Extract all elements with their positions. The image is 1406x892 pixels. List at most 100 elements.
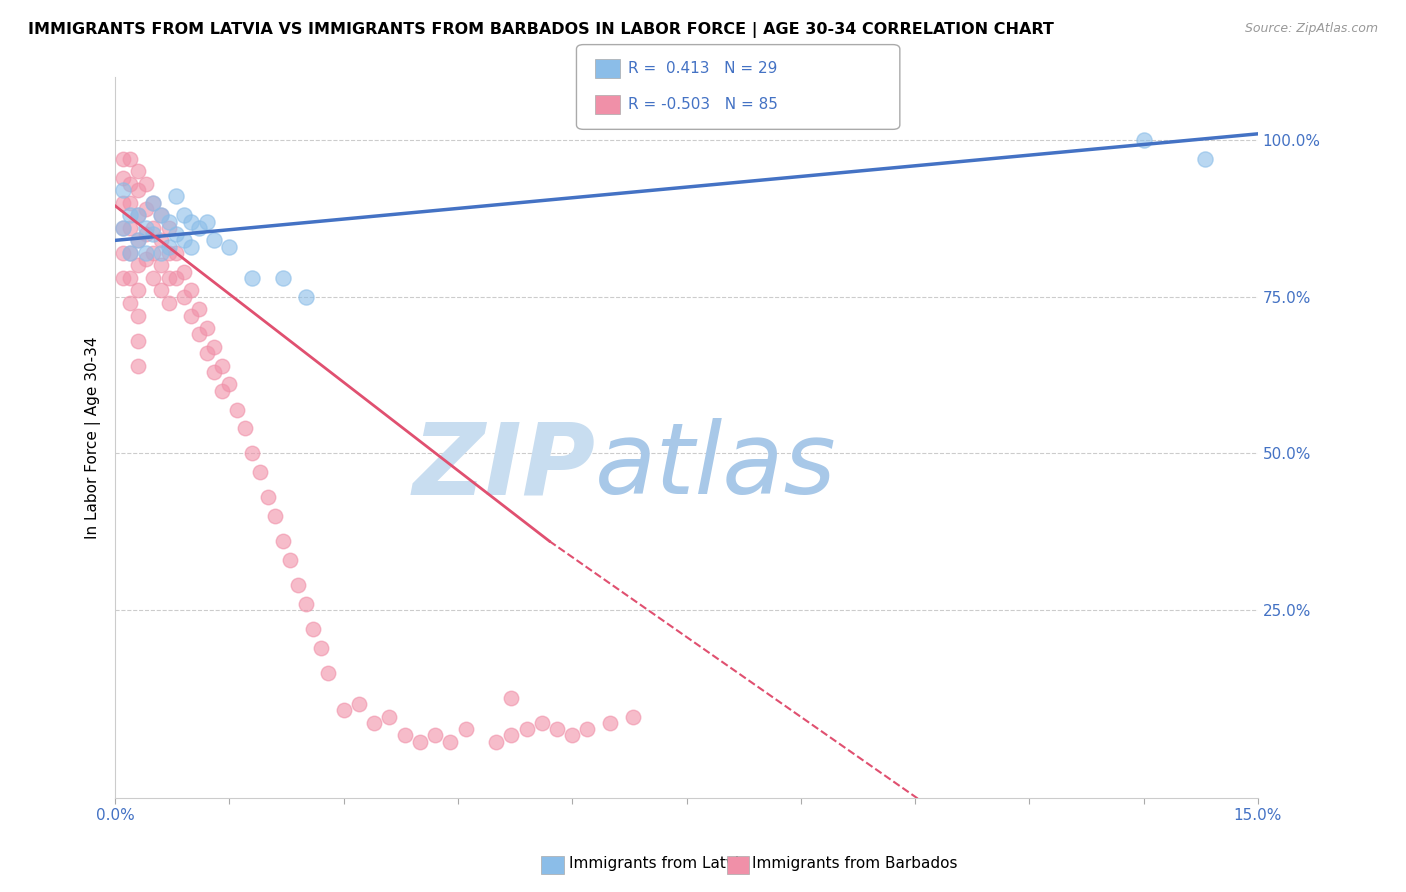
Point	[149, 259, 172, 273]
Point	[180, 239, 202, 253]
Point	[294, 597, 316, 611]
Point	[240, 271, 263, 285]
Point	[233, 421, 256, 435]
Point	[142, 195, 165, 210]
Point	[530, 715, 553, 730]
Point	[180, 214, 202, 228]
Point	[165, 189, 187, 203]
Point	[120, 271, 142, 285]
Point	[1132, 133, 1154, 147]
Point	[287, 578, 309, 592]
Point	[309, 640, 332, 655]
Point	[120, 296, 142, 310]
Point	[127, 309, 149, 323]
Point	[211, 384, 233, 398]
Text: R =  0.413   N = 29: R = 0.413 N = 29	[628, 62, 778, 76]
Point	[120, 152, 142, 166]
Point	[454, 722, 477, 736]
Point	[149, 233, 172, 247]
Text: ZIP: ZIP	[412, 418, 595, 515]
Text: R = -0.503   N = 85: R = -0.503 N = 85	[628, 97, 779, 112]
Point	[127, 284, 149, 298]
Point	[135, 202, 157, 216]
Point	[378, 709, 401, 723]
Point	[157, 220, 180, 235]
Point	[561, 728, 583, 742]
Point	[188, 327, 211, 342]
Point	[347, 697, 370, 711]
Point	[211, 359, 233, 373]
Point	[195, 214, 218, 228]
Point	[165, 246, 187, 260]
Point	[173, 290, 195, 304]
Point	[294, 290, 316, 304]
Point	[195, 321, 218, 335]
Point	[485, 734, 508, 748]
Point	[149, 284, 172, 298]
Point	[188, 302, 211, 317]
Point	[135, 177, 157, 191]
Point	[127, 164, 149, 178]
Point	[120, 208, 142, 222]
Point	[120, 195, 142, 210]
Point	[501, 690, 523, 705]
Point	[621, 709, 644, 723]
Point	[195, 346, 218, 360]
Point	[111, 246, 134, 260]
Point	[149, 208, 172, 222]
Point	[439, 734, 461, 748]
Point	[546, 722, 568, 736]
Point	[423, 728, 446, 742]
Point	[142, 227, 165, 241]
Point	[135, 252, 157, 267]
Point	[111, 183, 134, 197]
Point	[501, 728, 523, 742]
Point	[180, 309, 202, 323]
Point	[120, 246, 142, 260]
Point	[157, 271, 180, 285]
Point	[157, 239, 180, 253]
Point	[149, 246, 172, 260]
Point	[127, 334, 149, 348]
Point	[599, 715, 621, 730]
Point	[135, 246, 157, 260]
Point	[280, 553, 302, 567]
Point	[111, 220, 134, 235]
Point	[135, 227, 157, 241]
Point	[264, 509, 287, 524]
Point	[127, 233, 149, 247]
Point	[226, 402, 249, 417]
Point	[409, 734, 432, 748]
Point	[165, 227, 187, 241]
Point	[142, 246, 165, 260]
Point	[180, 284, 202, 298]
Point	[111, 195, 134, 210]
Point	[218, 377, 240, 392]
Point	[127, 359, 149, 373]
Point	[363, 715, 385, 730]
Y-axis label: In Labor Force | Age 30-34: In Labor Force | Age 30-34	[86, 336, 101, 539]
Point	[142, 195, 165, 210]
Point	[173, 233, 195, 247]
Point	[249, 465, 271, 479]
Point	[218, 239, 240, 253]
Point	[127, 208, 149, 222]
Point	[271, 271, 294, 285]
Point	[142, 220, 165, 235]
Point	[173, 208, 195, 222]
Point	[111, 170, 134, 185]
Point	[120, 220, 142, 235]
Point	[111, 271, 134, 285]
Point	[135, 220, 157, 235]
Point	[515, 722, 537, 736]
Text: atlas: atlas	[595, 418, 837, 515]
Point	[111, 220, 134, 235]
Point	[142, 271, 165, 285]
Point	[127, 208, 149, 222]
Point	[202, 233, 225, 247]
Point	[157, 246, 180, 260]
Point	[111, 152, 134, 166]
Point	[332, 703, 354, 717]
Point	[127, 259, 149, 273]
Text: IMMIGRANTS FROM LATVIA VS IMMIGRANTS FROM BARBADOS IN LABOR FORCE | AGE 30-34 CO: IMMIGRANTS FROM LATVIA VS IMMIGRANTS FRO…	[28, 22, 1054, 38]
